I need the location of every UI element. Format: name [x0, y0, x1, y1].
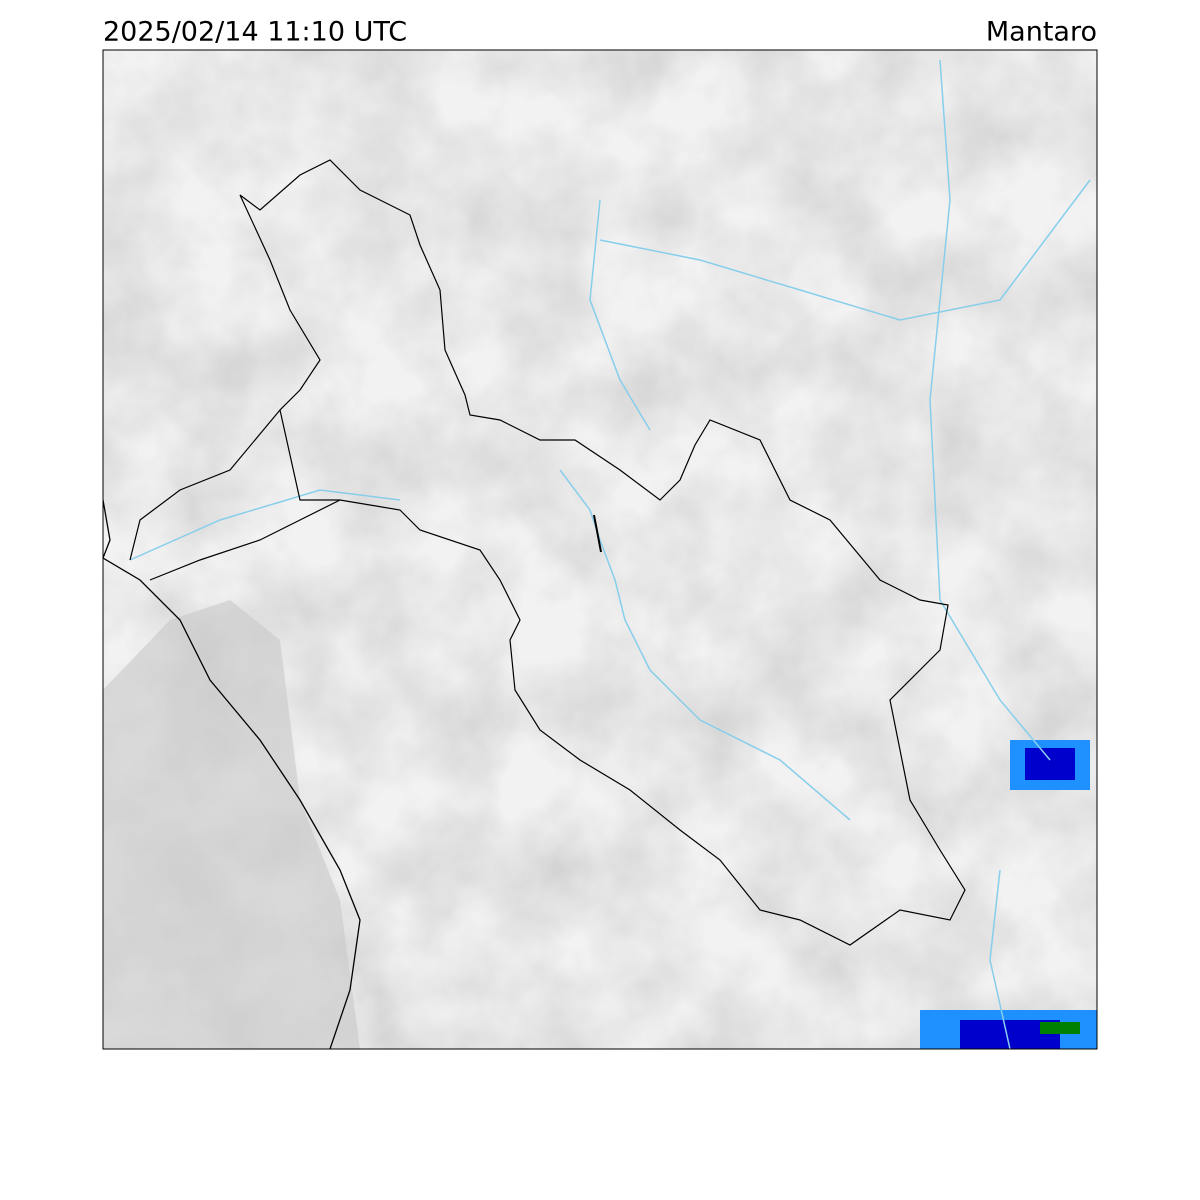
river [929, 59, 1051, 761]
map-area [103, 50, 1097, 1049]
storm-cell [1040, 1022, 1080, 1034]
river [129, 489, 401, 561]
map-frame [102, 49, 1098, 1050]
rivers [129, 59, 1091, 1049]
river [989, 869, 1011, 1049]
storm-cell [1025, 748, 1075, 780]
river [589, 199, 651, 431]
radar-beam [593, 514, 602, 553]
ocean-cloud [103, 600, 360, 1049]
title: 2025/02/14 11:10 UTC [103, 17, 407, 48]
basin-outline [239, 159, 966, 946]
river [599, 179, 1091, 321]
river [559, 469, 851, 821]
region: Mantaro [986, 17, 1097, 48]
coastline [103, 499, 361, 1049]
convection [920, 740, 1097, 1049]
subbasin-outline [129, 409, 341, 581]
